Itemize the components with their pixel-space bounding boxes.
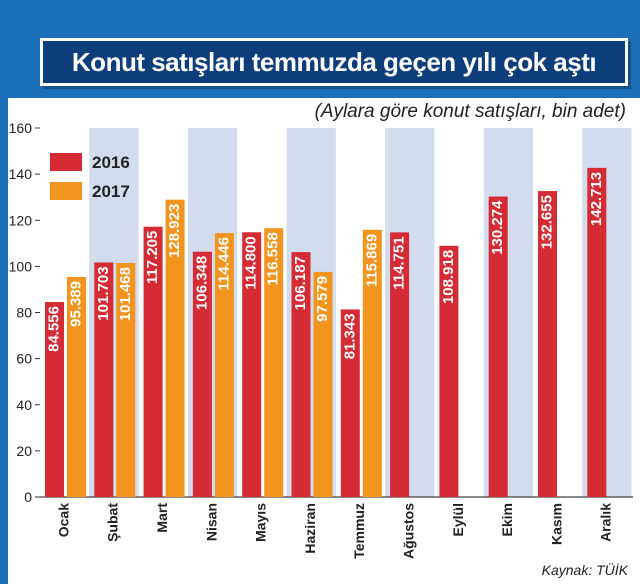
source-note: Kaynak: TÜİK (541, 562, 628, 578)
x-category-label: Ekim (499, 503, 515, 536)
bar-2017 (165, 199, 185, 497)
y-tick-label: 20 (16, 443, 32, 459)
y-tick-label: 100 (9, 258, 33, 274)
y-tick-label: 60 (16, 351, 32, 367)
bar-value-label: 81.343 (341, 313, 358, 359)
bar-2017 (362, 229, 382, 498)
x-category-label: Temmuz (351, 503, 367, 559)
x-category-label: Haziran (302, 503, 318, 554)
bar-2016 (143, 226, 163, 497)
bar-2016 (242, 232, 262, 497)
bar-value-label: 97.579 (314, 276, 331, 322)
chart-title: Konut satışları temmuzda geçen yılı çok … (71, 46, 597, 77)
x-category-label: Kasım (548, 503, 564, 545)
bar-value-label: 101.703 (95, 266, 112, 320)
y-tick-label: 40 (16, 397, 32, 413)
bar-value-label: 117.205 (144, 231, 161, 284)
bar-value-label: 114.751 (391, 236, 408, 289)
x-category-label: Ocak (55, 503, 71, 537)
x-category-label: Eylül (450, 503, 466, 536)
bar-2017 (67, 277, 86, 497)
bar-2017 (214, 233, 234, 498)
bar-2016 (488, 196, 508, 497)
bar-value-label: 114.800 (243, 236, 260, 289)
x-category-label: Nisan (203, 503, 219, 541)
y-tick-label: 80 (16, 305, 32, 321)
bar-value-label: 108.918 (440, 250, 457, 304)
title-bar: Konut satışları temmuzda geçen yılı çok … (40, 38, 628, 86)
y-tick-label: 160 (9, 120, 33, 136)
bar-2016 (587, 167, 607, 497)
bar-value-label: 132.655 (538, 195, 555, 249)
bar-2017 (116, 262, 136, 497)
bar-value-label: 114.446 (215, 237, 232, 290)
bar-2016 (538, 191, 557, 498)
x-category-label: Mart (154, 503, 170, 533)
x-category-label: Mayıs (253, 503, 269, 542)
y-tick-label: 0 (24, 489, 32, 505)
bar-value-label: 128.923 (166, 204, 183, 258)
bar-value-label: 130.274 (489, 200, 506, 255)
legend-label-2016: 2016 (92, 153, 130, 172)
x-category-label: Şubat (105, 503, 121, 542)
bar-value-label: 95.389 (67, 281, 84, 327)
bar-2016 (340, 309, 360, 497)
bar-2016 (439, 245, 459, 497)
bar-2016 (291, 252, 311, 497)
y-tick-label: 120 (9, 212, 33, 228)
legend-label-2017: 2017 (92, 182, 130, 201)
x-category-label: Aralık (598, 503, 614, 542)
bar-value-label: 115.869 (363, 234, 380, 287)
bar-2016 (94, 262, 114, 497)
bar-2016 (390, 232, 410, 497)
bar-value-label: 101.468 (117, 267, 134, 321)
legend-swatch-2016 (50, 153, 82, 171)
bar-value-label: 142.713 (588, 172, 605, 226)
bar-value-label: 106.187 (292, 256, 309, 310)
x-category-label: Ağustos (400, 503, 416, 559)
legend-swatch-2017 (50, 182, 82, 200)
chart-subtitle: (Aylara göre konut satışları, bin adet) (314, 101, 626, 122)
bar-2016 (192, 251, 212, 497)
bar-value-label: 84.556 (45, 306, 62, 352)
bar-2016 (45, 301, 64, 497)
bar-2017 (264, 228, 284, 497)
bar-2017 (313, 271, 333, 497)
y-tick-label: 140 (9, 166, 33, 182)
bar-value-label: 106.348 (193, 256, 210, 310)
bar-value-label: 116.558 (265, 232, 282, 285)
